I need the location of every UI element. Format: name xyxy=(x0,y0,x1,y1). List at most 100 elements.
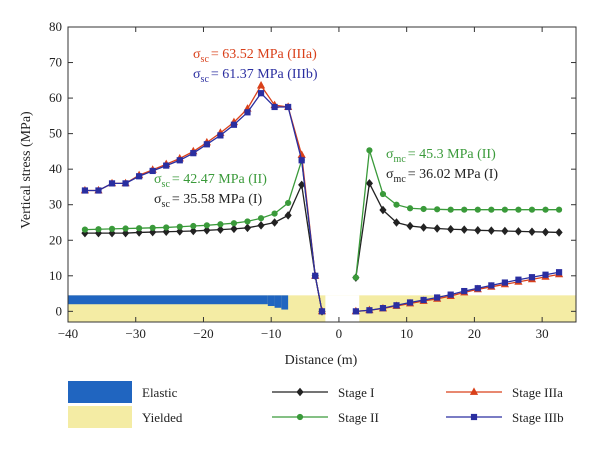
legend-line-stage-iiib xyxy=(446,413,502,421)
legend-label-stage-i: Stage I xyxy=(338,385,374,400)
y-axis-title: Vertical stress (MPa) xyxy=(19,111,34,229)
annotation-symbol: σ xyxy=(154,172,162,187)
data-point-stage2 xyxy=(95,226,102,233)
data-point-stage1 xyxy=(189,226,197,236)
series-line-stage3b xyxy=(355,271,560,312)
data-point-stage1 xyxy=(460,225,468,234)
legend-line-stage-ii xyxy=(272,413,328,421)
data-point-stage2 xyxy=(515,206,522,213)
data-point-stage2 xyxy=(136,225,143,232)
data-point-stage2 xyxy=(190,222,197,230)
data-point-stage3b xyxy=(379,305,387,312)
data-point-stage1 xyxy=(501,226,509,236)
data-point-stage1 xyxy=(365,179,374,188)
annotation-symbol: σ xyxy=(154,192,162,207)
data-point-stage1 xyxy=(284,211,292,220)
legend-line-stage-iiia xyxy=(446,387,502,395)
annotation-value: = 63.52 MPa (IIIa) xyxy=(211,47,317,62)
x-axis-title: Distance (m) xyxy=(285,353,358,368)
data-point-stage3b xyxy=(163,162,170,169)
data-point-stage3b xyxy=(122,180,129,187)
x-tick-label: 20 xyxy=(468,326,481,341)
data-point-stage3b xyxy=(271,103,278,111)
data-point-stage2 xyxy=(122,225,129,232)
legend-label-stage-ii: Stage II xyxy=(338,410,379,425)
annotation-sc-iiib: σsc = 61.37 MPa (IIIb) xyxy=(193,67,318,85)
legend-label-stage-iiia: Stage IIIa xyxy=(512,385,563,400)
zone-layer xyxy=(68,295,576,322)
legend-sample-marker xyxy=(296,387,304,397)
data-point-stage3a xyxy=(256,80,266,89)
y-tick-label: 0 xyxy=(56,303,63,318)
y-tick-label: 60 xyxy=(49,90,62,105)
legend-swatch-elastic xyxy=(68,381,132,403)
data-point-stage1 xyxy=(379,205,387,215)
data-point-stage2 xyxy=(81,226,89,233)
elastic-zone xyxy=(68,295,268,305)
series-layer xyxy=(80,80,564,316)
series-line-stage1 xyxy=(355,181,560,278)
annotation-subscript: sc xyxy=(201,54,210,65)
data-point-stage3b xyxy=(528,274,536,281)
data-point-stage1 xyxy=(487,226,495,235)
data-point-stage2 xyxy=(542,206,549,213)
data-point-stage1 xyxy=(406,221,414,231)
plot-frame xyxy=(67,26,577,323)
data-point-stage3b xyxy=(108,180,116,187)
annotation-subscript: mc xyxy=(394,174,407,185)
elastic-zone xyxy=(281,295,289,310)
data-point-stage3b xyxy=(312,272,319,279)
data-point-stage3b xyxy=(203,141,210,148)
data-point-stage3b xyxy=(501,279,508,286)
data-point-stage1 xyxy=(541,227,550,237)
annotation-value: = 35.58 MPa (I) xyxy=(172,192,263,207)
y-tick-label: 80 xyxy=(49,19,62,34)
annotation-sc-i: σsc = 35.58 MPa (I) xyxy=(154,192,263,210)
data-point-stage1 xyxy=(420,223,428,232)
x-tick-label: 0 xyxy=(336,326,343,341)
data-point-stage2 xyxy=(257,215,265,222)
annotation-subscript: sc xyxy=(162,179,171,190)
data-point-stage3b xyxy=(393,302,400,309)
y-tick-label: 40 xyxy=(49,161,62,176)
annotation-subscript: sc xyxy=(162,199,171,210)
data-point-stage1 xyxy=(243,223,252,233)
x-tick-label: 10 xyxy=(400,326,413,341)
y-tick-label: 10 xyxy=(49,268,62,283)
data-point-stage1 xyxy=(528,227,536,236)
data-point-stage3b xyxy=(190,150,197,157)
data-point-stage1 xyxy=(216,225,224,234)
data-point-stage1 xyxy=(203,226,211,235)
data-point-stage3b xyxy=(136,173,143,180)
x-tick-label: −40 xyxy=(58,326,78,341)
annotation-mc-ii: σmc = 45.3 MPa (II) xyxy=(386,147,496,165)
x-tick-label: −20 xyxy=(193,326,213,341)
x-tick-label: −30 xyxy=(126,326,146,341)
data-point-stage2 xyxy=(285,199,292,207)
data-point-stage1 xyxy=(94,228,103,238)
legend-label-stage-iiib: Stage IIIb xyxy=(512,410,564,425)
data-point-stage3b xyxy=(488,282,495,289)
data-point-stage2 xyxy=(176,223,183,230)
data-point-stage2 xyxy=(352,274,359,281)
legend-sample-marker xyxy=(296,413,304,421)
data-point-stage1 xyxy=(108,228,116,238)
data-point-stage1 xyxy=(176,227,184,236)
data-point-stage2 xyxy=(108,225,116,232)
ticks-layer: −40 −30 −20 −10 0 10 20 30 0 10 20 30 40 50 60 70 80 xyxy=(49,19,576,341)
data-point-stage3b xyxy=(542,271,549,278)
data-point-stage2 xyxy=(474,206,481,213)
data-point-stage3b xyxy=(318,308,326,315)
x-tick-label: 30 xyxy=(536,326,549,341)
data-point-stage2 xyxy=(447,206,454,213)
annotation-sc-ii: σsc = 42.47 MPa (II) xyxy=(154,172,267,190)
legend-sample-marker xyxy=(469,387,479,395)
annotation-value: = 42.47 MPa (II) xyxy=(172,172,267,187)
data-point-stage3b xyxy=(474,285,481,292)
elastic-zone xyxy=(267,295,275,307)
data-point-stage2 xyxy=(379,190,387,198)
data-point-stage3b xyxy=(149,167,156,175)
data-point-stage3b xyxy=(461,287,468,295)
data-point-stage3b xyxy=(81,187,89,194)
